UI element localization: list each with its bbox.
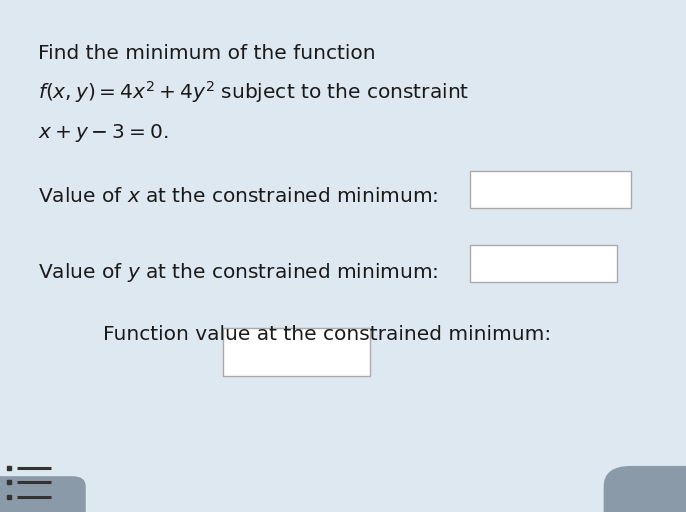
FancyBboxPatch shape [0,476,86,512]
Text: Value of $x$ at the constrained minimum:: Value of $x$ at the constrained minimum: [38,187,438,206]
FancyBboxPatch shape [470,245,617,282]
FancyBboxPatch shape [223,328,370,376]
Text: $x + y - 3 = 0.$: $x + y - 3 = 0.$ [38,122,168,144]
Text: Function value at the constrained minimum:: Function value at the constrained minimu… [103,325,551,344]
Text: Find the minimum of the function: Find the minimum of the function [38,44,375,62]
Text: Value of $y$ at the constrained minimum:: Value of $y$ at the constrained minimum: [38,261,438,284]
Text: $f(x, y) = 4x^2 + 4y^2$ subject to the constraint: $f(x, y) = 4x^2 + 4y^2$ subject to the c… [38,79,469,105]
FancyBboxPatch shape [604,466,686,512]
FancyBboxPatch shape [470,171,631,208]
